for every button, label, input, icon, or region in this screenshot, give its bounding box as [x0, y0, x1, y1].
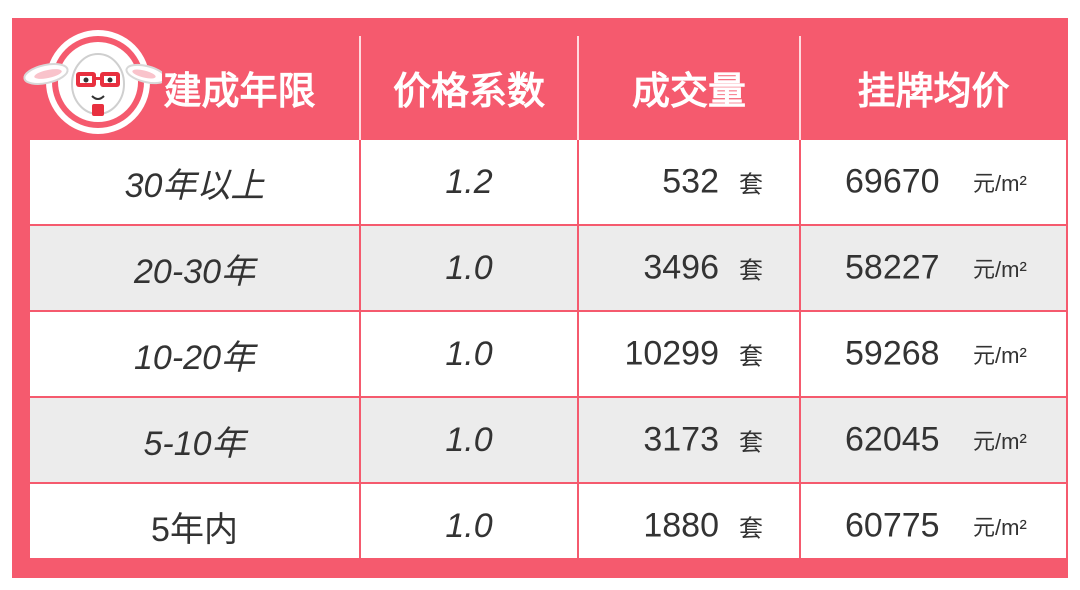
cell-price: 62045 元/m²	[799, 396, 1066, 483]
column-header-age: 建成年限	[163, 70, 316, 113]
header-row: 建成年限 价格系数 成交量 挂牌均价	[30, 36, 1066, 139]
price-unit: 元/m²	[973, 171, 1027, 196]
volume-value: 10299	[624, 334, 719, 373]
rabbit-mascot-icon	[23, 30, 162, 134]
cell-age: 30年以上	[30, 138, 360, 225]
data-table: 建成年限 价格系数 成交量 挂牌均价 30年以上 1.2 532 套 69670…	[30, 36, 1066, 568]
price-value: 60775	[845, 506, 940, 545]
volume-value: 532	[662, 162, 719, 201]
cell-volume: 3496 套	[577, 224, 800, 311]
price-unit: 元/m²	[973, 343, 1027, 368]
table-bottom-border	[12, 558, 1068, 578]
cell-volume: 532 套	[577, 138, 800, 225]
volume-value: 1880	[643, 506, 719, 545]
cell-age: 5-10年	[30, 396, 360, 483]
table-row: 5年内 1.0 1880 套 60775 元/m²	[30, 482, 1066, 568]
price-value: 59268	[845, 334, 940, 373]
cell-volume: 1880 套	[577, 482, 800, 568]
column-header-volume: 成交量	[577, 36, 800, 139]
price-value: 62045	[845, 420, 940, 459]
cell-coefficient: 1.0	[359, 224, 578, 311]
price-unit: 元/m²	[973, 515, 1027, 540]
cell-volume: 3173 套	[577, 396, 800, 483]
volume-unit: 套	[739, 171, 763, 199]
cell-age: 5年内	[30, 482, 360, 568]
volume-unit: 套	[739, 257, 763, 285]
cell-price: 58227 元/m²	[799, 224, 1066, 311]
price-value: 58227	[845, 248, 940, 287]
cell-age: 10-20年	[30, 310, 360, 397]
volume-unit: 套	[739, 515, 763, 543]
table-row: 30年以上 1.2 532 套 69670 元/m²	[30, 138, 1066, 225]
cell-price: 60775 元/m²	[799, 482, 1066, 568]
volume-value: 3496	[643, 248, 719, 287]
cell-coefficient: 1.0	[359, 482, 578, 568]
table-row: 5-10年 1.0 3173 套 62045 元/m²	[30, 396, 1066, 483]
cell-price: 69670 元/m²	[799, 138, 1066, 225]
cell-coefficient: 1.2	[359, 138, 578, 225]
price-unit: 元/m²	[973, 429, 1027, 454]
price-value: 69670	[845, 162, 940, 201]
cell-coefficient: 1.0	[359, 310, 578, 397]
volume-value: 3173	[643, 420, 719, 459]
volume-unit: 套	[739, 429, 763, 457]
column-header-price: 挂牌均价	[799, 36, 1066, 139]
cell-volume: 10299 套	[577, 310, 800, 397]
price-unit: 元/m²	[973, 257, 1027, 282]
table-row: 10-20年 1.0 10299 套 59268 元/m²	[30, 310, 1066, 397]
table-row: 20-30年 1.0 3496 套 58227 元/m²	[30, 224, 1066, 311]
cell-price: 59268 元/m²	[799, 310, 1066, 397]
column-header-coefficient: 价格系数	[359, 36, 578, 139]
cell-age: 20-30年	[30, 224, 360, 311]
cell-coefficient: 1.0	[359, 396, 578, 483]
volume-unit: 套	[739, 343, 763, 371]
